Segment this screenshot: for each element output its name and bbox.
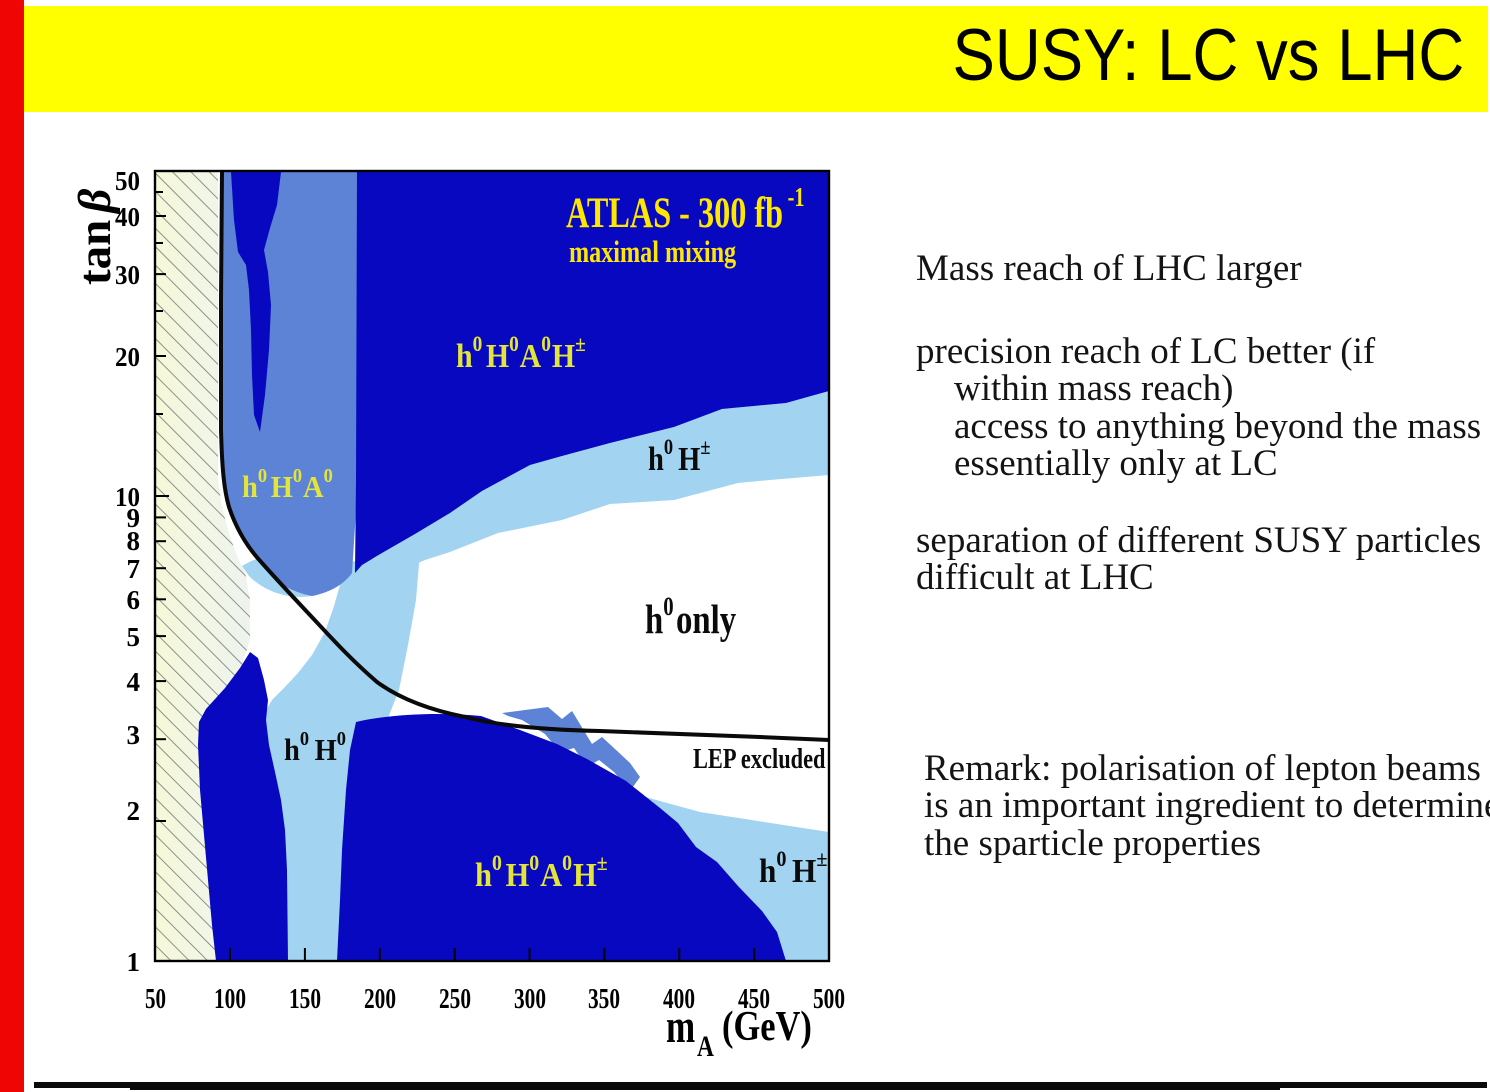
svg-text:5: 5 bbox=[127, 622, 141, 652]
svg-text:(GeV): (GeV) bbox=[722, 1004, 812, 1050]
svg-text:50: 50 bbox=[115, 166, 140, 196]
svg-text:50: 50 bbox=[145, 983, 166, 1015]
svg-text:LEP excluded: LEP excluded bbox=[693, 744, 826, 775]
svg-text:100: 100 bbox=[214, 983, 246, 1015]
svg-text:40: 40 bbox=[115, 202, 140, 232]
svg-text:3: 3 bbox=[127, 720, 141, 750]
svg-text:A: A bbox=[697, 1029, 714, 1062]
svg-text:450: 450 bbox=[738, 983, 770, 1015]
svg-text:4: 4 bbox=[127, 667, 141, 697]
svg-text:1: 1 bbox=[127, 947, 141, 977]
svg-text:8: 8 bbox=[127, 526, 141, 556]
svg-text:250: 250 bbox=[439, 983, 471, 1015]
svg-text:ATLAS - 300 fb-1: ATLAS - 300 fb -1 bbox=[566, 183, 804, 237]
svg-text:tanβ: tanβ bbox=[69, 189, 121, 285]
svg-text:9: 9 bbox=[127, 503, 141, 533]
svg-text:150: 150 bbox=[289, 983, 321, 1015]
svg-text:h0H±: h0 H± bbox=[648, 436, 710, 478]
svg-text:h0only: h0only bbox=[645, 593, 737, 643]
svg-text:400: 400 bbox=[663, 983, 695, 1015]
svg-text:m: m bbox=[666, 1001, 695, 1054]
svg-text:350: 350 bbox=[588, 983, 620, 1015]
svg-text:h0H±: h0 H± bbox=[759, 846, 827, 890]
svg-text:maximal mixing: maximal mixing bbox=[569, 235, 736, 270]
svg-text:2: 2 bbox=[127, 796, 141, 826]
svg-text:6: 6 bbox=[127, 585, 141, 615]
svg-text:10: 10 bbox=[115, 482, 140, 512]
svg-text:300: 300 bbox=[514, 983, 546, 1015]
svg-text:30: 30 bbox=[115, 260, 140, 290]
svg-text:200: 200 bbox=[364, 983, 396, 1015]
svg-text:7: 7 bbox=[127, 554, 141, 584]
svg-text:500: 500 bbox=[813, 983, 845, 1015]
svg-text:20: 20 bbox=[115, 342, 140, 372]
